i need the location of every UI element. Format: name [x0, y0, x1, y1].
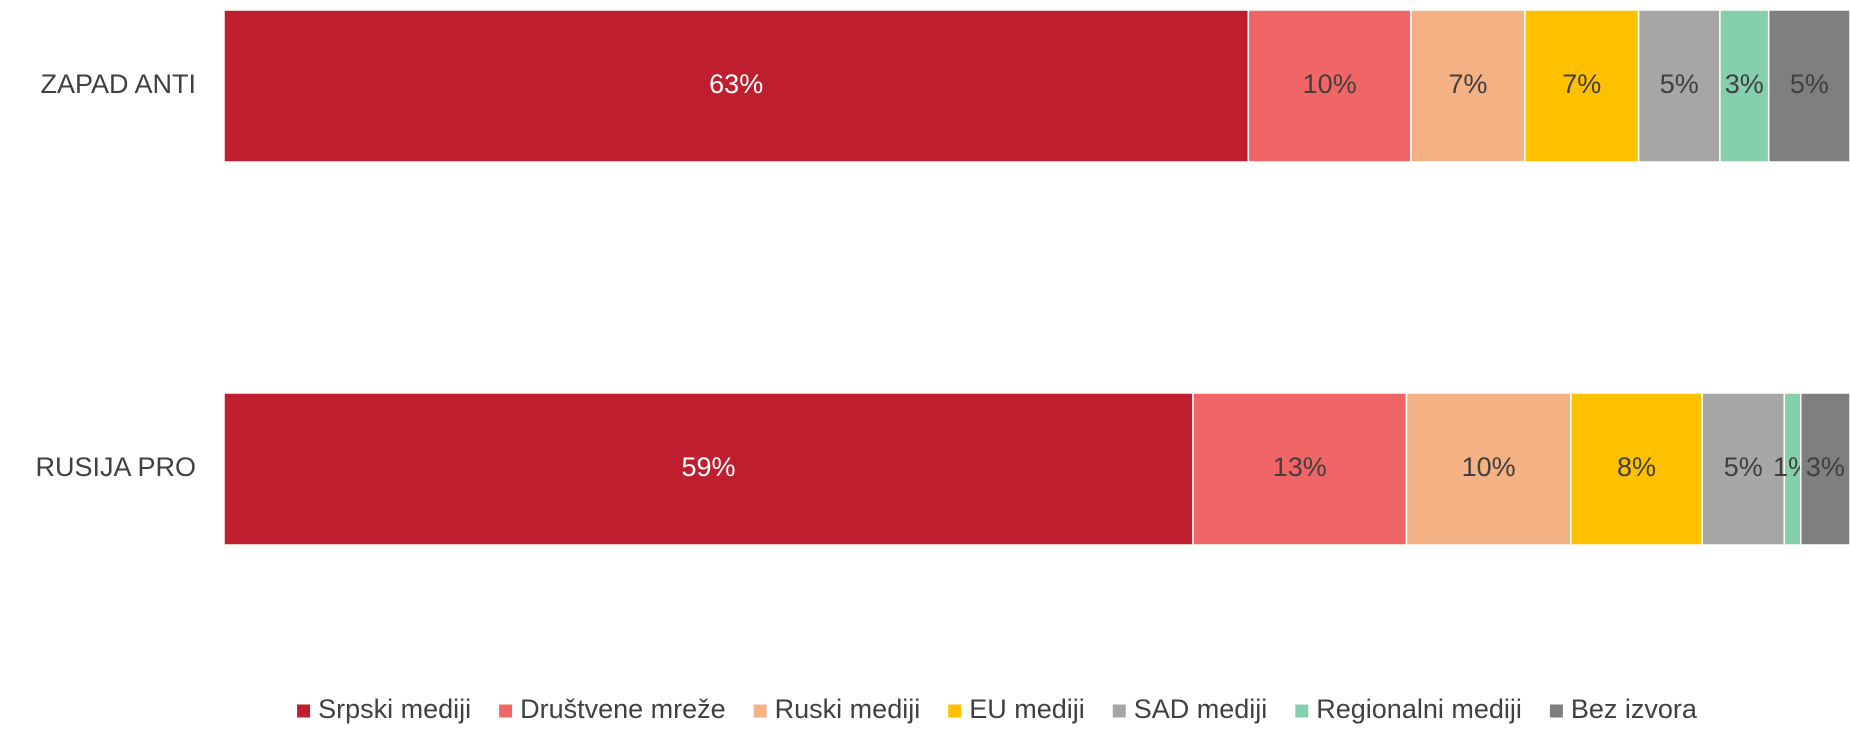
data-label-1-1: 13% — [1273, 452, 1327, 482]
legend-label-2: Ruski mediji — [775, 694, 921, 724]
data-label-0-1: 10% — [1303, 69, 1357, 99]
data-label-0-6: 5% — [1790, 69, 1829, 99]
legend-item-3: EU mediji — [948, 694, 1085, 724]
bar-segment-1-4 — [1701, 392, 1786, 546]
legend-swatch-6 — [1549, 704, 1563, 718]
legend-item-2: Ruski mediji — [753, 694, 921, 724]
bar-segment-0-2 — [1410, 9, 1526, 163]
data-label-1-6: 3% — [1806, 452, 1845, 482]
legend-swatch-2 — [753, 704, 767, 718]
legend-item-1: Društvene mreže — [499, 694, 726, 724]
legend-item-5: Regionalni mediji — [1295, 694, 1522, 724]
bar-segment-0-3 — [1524, 9, 1640, 163]
legend-label-1: Društvene mreže — [520, 694, 726, 724]
legend-label-6: Bez izvora — [1571, 694, 1698, 724]
legend: Srpski mediji Društvene mreže Ruski mediji… — [297, 694, 1698, 724]
data-label-0-2: 7% — [1448, 69, 1487, 99]
bar-segment-0-5 — [1719, 9, 1770, 163]
bar-segment-1-0 — [223, 392, 1194, 546]
legend-swatch-0 — [297, 704, 311, 718]
bars-area: 63% 10% 7% 7% 5% 3% 5%59% 13% 10% 8% 5% 1%3% — [223, 9, 1850, 546]
category-labels: ZAPAD ANTI RUSIJA PRO — [35, 69, 196, 482]
legend-swatch-5 — [1295, 704, 1309, 718]
data-label-0-3: 7% — [1562, 69, 1601, 99]
data-label-1-0: 59% — [681, 452, 735, 482]
legend-item-6: Bez izvora — [1549, 694, 1698, 724]
legend-label-3: EU mediji — [969, 694, 1085, 724]
legend-swatch-3 — [948, 704, 962, 718]
category-label-0: ZAPAD ANTI — [40, 69, 196, 99]
data-label-1-3: 8% — [1617, 452, 1656, 482]
category-label-1: RUSIJA PRO — [35, 452, 196, 482]
data-label-0-4: 5% — [1660, 69, 1699, 99]
legend-label-5: Regionalni mediji — [1316, 694, 1522, 724]
legend-label-4: SAD mediji — [1134, 694, 1268, 724]
bar-segment-0-0 — [223, 9, 1250, 163]
data-label-1-4: 5% — [1724, 452, 1763, 482]
data-label-0-5: 3% — [1725, 69, 1764, 99]
legend-item-0: Srpski mediji — [297, 694, 471, 724]
bar-segment-1-1 — [1192, 392, 1408, 546]
bar-segment-1-2 — [1405, 392, 1572, 546]
bar-segment-1-6 — [1799, 392, 1850, 546]
bar-segment-0-4 — [1637, 9, 1721, 163]
data-label-1-2: 10% — [1462, 452, 1516, 482]
legend-swatch-4 — [1112, 704, 1126, 718]
legend-swatch-1 — [499, 704, 513, 718]
legend-item-4: SAD mediji — [1112, 694, 1268, 724]
legend-label-0: Srpski mediji — [318, 694, 471, 724]
data-label-0-0: 63% — [709, 69, 763, 99]
bar-segment-0-6 — [1767, 9, 1850, 163]
bar-segment-0-1 — [1247, 9, 1412, 163]
